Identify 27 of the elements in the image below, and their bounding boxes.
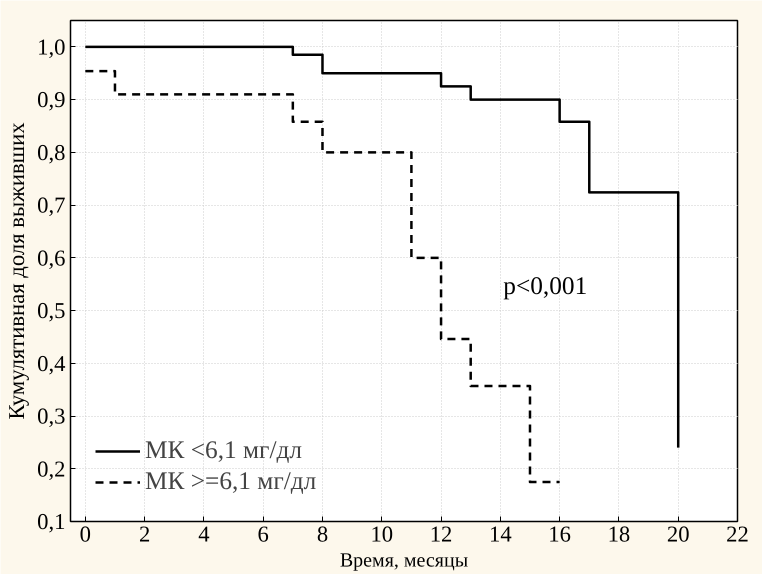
x-axis-title: Время, месяцы [340,550,468,572]
legend-label: МК >=6,1 мг/дл [145,467,316,496]
x-tick-label: 16 [548,522,571,546]
y-tick-label: 0,9 [37,87,66,112]
x-tick-label: 0 [80,522,91,546]
y-tick-label: 0,7 [37,192,66,218]
x-tick-label: 10 [370,522,394,546]
y-tick-label: 0,8 [37,140,66,165]
x-tick-label: 8 [316,522,328,546]
x-tick-label: 18 [608,522,630,546]
y-tick-label: 0,2 [37,456,66,482]
y-tick-label: 0,6 [37,245,66,270]
x-tick-label: 2 [138,522,150,546]
x-tick-label: 22 [726,522,749,546]
y-tick-label: 0,5 [37,298,66,324]
y-tick-label: 0,3 [37,404,66,429]
x-tick-label: 20 [666,522,690,546]
x-tick-label: 14 [489,522,512,546]
y-axis-title: Кумулятивная доля выживших [4,122,30,420]
legend-label: МК <6,1 мг/дл [145,436,302,465]
x-tick-label: 4 [198,522,210,546]
y-tick-label: 1,0 [37,34,66,60]
y-tick-label: 0,1 [37,509,66,534]
y-tick-label: 0,4 [37,350,66,376]
x-tick-label: 12 [430,522,452,546]
annotation: p<0,001 [503,272,588,300]
x-tick-label: 6 [258,522,269,546]
